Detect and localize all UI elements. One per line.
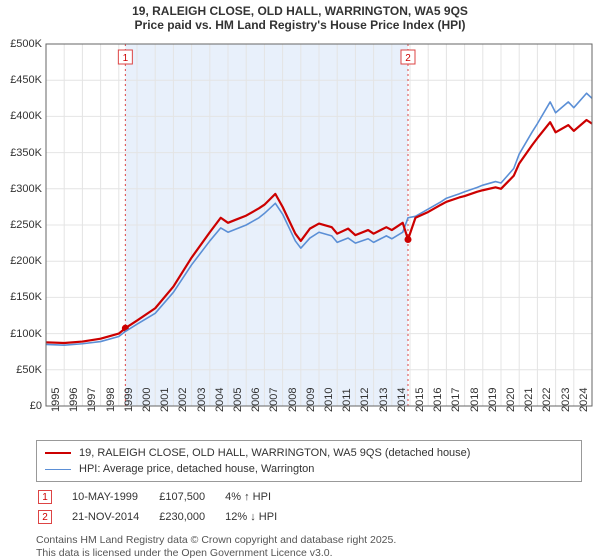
marker-badge: 2 bbox=[38, 510, 52, 524]
legend-label: HPI: Average price, detached house, Warr… bbox=[79, 463, 314, 475]
y-tick-label: £500K bbox=[10, 38, 42, 50]
x-tick-label: 2017 bbox=[450, 388, 462, 412]
x-tick-label: 2004 bbox=[214, 388, 226, 412]
x-tick-label: 1999 bbox=[123, 388, 135, 412]
x-tick-label: 2023 bbox=[560, 388, 572, 412]
point-delta: 4% ↑ HPI bbox=[225, 488, 295, 506]
x-tick-label: 2022 bbox=[541, 388, 553, 412]
x-tick-label: 2015 bbox=[414, 388, 426, 412]
x-tick-label: 1996 bbox=[68, 388, 80, 412]
legend-swatch bbox=[45, 469, 71, 470]
point-delta: 12% ↓ HPI bbox=[225, 508, 295, 526]
footer-line: Contains HM Land Registry data © Crown c… bbox=[36, 534, 582, 547]
y-tick-label: £400K bbox=[10, 110, 42, 122]
x-tick-label: 2011 bbox=[341, 388, 353, 412]
chart-svg: 12 bbox=[0, 34, 600, 434]
legend-swatch bbox=[45, 452, 71, 454]
legend-label: 19, RALEIGH CLOSE, OLD HALL, WARRINGTON,… bbox=[79, 447, 470, 459]
chart-title: 19, RALEIGH CLOSE, OLD HALL, WARRINGTON,… bbox=[0, 0, 600, 18]
chart-area: 12 £0£50K£100K£150K£200K£250K£300K£350K£… bbox=[0, 34, 600, 434]
y-tick-label: £0 bbox=[30, 400, 42, 412]
x-tick-label: 2003 bbox=[196, 388, 208, 412]
y-tick-label: £350K bbox=[10, 147, 42, 159]
point-date: 21-NOV-2014 bbox=[72, 508, 157, 526]
x-tick-label: 2013 bbox=[378, 388, 390, 412]
x-tick-label: 2018 bbox=[469, 388, 481, 412]
y-tick-label: £250K bbox=[10, 219, 42, 231]
x-tick-label: 2007 bbox=[268, 388, 280, 412]
x-tick-label: 2008 bbox=[287, 388, 299, 412]
point-date: 10-MAY-1999 bbox=[72, 488, 157, 506]
x-tick-label: 1998 bbox=[105, 388, 117, 412]
x-tick-label: 1995 bbox=[50, 388, 62, 412]
x-tick-label: 2012 bbox=[359, 388, 371, 412]
legend-item: 19, RALEIGH CLOSE, OLD HALL, WARRINGTON,… bbox=[45, 445, 573, 461]
x-tick-label: 2024 bbox=[578, 388, 590, 412]
table-row: 2 21-NOV-2014 £230,000 12% ↓ HPI bbox=[38, 508, 295, 526]
point-price: £230,000 bbox=[159, 508, 223, 526]
y-tick-label: £150K bbox=[10, 291, 42, 303]
x-tick-label: 2021 bbox=[523, 388, 535, 412]
x-tick-label: 2005 bbox=[232, 388, 244, 412]
point-price: £107,500 bbox=[159, 488, 223, 506]
footer-line: This data is licensed under the Open Gov… bbox=[36, 547, 582, 560]
y-tick-label: £50K bbox=[16, 364, 42, 376]
svg-text:2: 2 bbox=[405, 53, 411, 64]
x-tick-label: 2009 bbox=[305, 388, 317, 412]
x-tick-label: 2014 bbox=[396, 388, 408, 412]
x-tick-label: 2000 bbox=[141, 388, 153, 412]
x-tick-label: 2016 bbox=[432, 388, 444, 412]
x-tick-label: 2006 bbox=[250, 388, 262, 412]
x-tick-label: 2002 bbox=[177, 388, 189, 412]
y-tick-label: £100K bbox=[10, 328, 42, 340]
data-points-table: 1 10-MAY-1999 £107,500 4% ↑ HPI 2 21-NOV… bbox=[36, 486, 297, 528]
x-tick-label: 2019 bbox=[487, 388, 499, 412]
legend-item: HPI: Average price, detached house, Warr… bbox=[45, 461, 573, 477]
footer: Contains HM Land Registry data © Crown c… bbox=[36, 534, 582, 560]
x-tick-label: 2020 bbox=[505, 388, 517, 412]
x-tick-label: 2001 bbox=[159, 388, 171, 412]
x-tick-label: 1997 bbox=[86, 388, 98, 412]
legend: 19, RALEIGH CLOSE, OLD HALL, WARRINGTON,… bbox=[36, 440, 582, 482]
chart-subtitle: Price paid vs. HM Land Registry's House … bbox=[0, 18, 600, 34]
table-row: 1 10-MAY-1999 £107,500 4% ↑ HPI bbox=[38, 488, 295, 506]
y-tick-label: £200K bbox=[10, 255, 42, 267]
y-tick-label: £450K bbox=[10, 74, 42, 86]
x-tick-label: 2010 bbox=[323, 388, 335, 412]
svg-text:1: 1 bbox=[123, 53, 129, 64]
marker-badge: 1 bbox=[38, 490, 52, 504]
y-tick-label: £300K bbox=[10, 183, 42, 195]
